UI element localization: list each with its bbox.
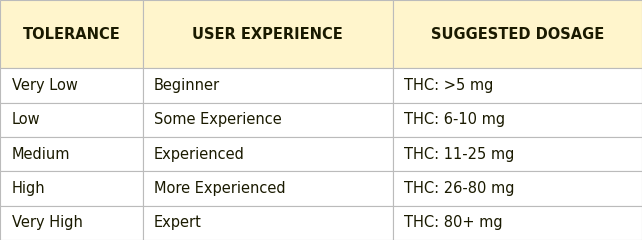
Text: Some Experience: Some Experience [154, 112, 282, 127]
Bar [0, 0, 143, 68]
Text: Very High: Very High [12, 215, 82, 230]
Bar [143, 137, 393, 171]
Bar [393, 103, 642, 137]
Bar [143, 0, 393, 68]
Bar [143, 171, 393, 206]
Bar [0, 68, 143, 103]
Text: Experienced: Experienced [154, 147, 245, 162]
Bar [143, 103, 393, 137]
Bar [0, 171, 143, 206]
Bar [0, 137, 143, 171]
Bar [393, 171, 642, 206]
Bar [393, 68, 642, 103]
Bar [0, 206, 143, 240]
Text: THC: 6-10 mg: THC: 6-10 mg [404, 112, 506, 127]
Text: Very Low: Very Low [12, 78, 78, 93]
Text: THC: 80+ mg: THC: 80+ mg [404, 215, 503, 230]
Bar [393, 206, 642, 240]
Text: THC: >5 mg: THC: >5 mg [404, 78, 494, 93]
Bar [393, 0, 642, 68]
Text: SUGGESTED DOSAGE: SUGGESTED DOSAGE [431, 27, 604, 42]
Text: TOLERANCE: TOLERANCE [22, 27, 120, 42]
Text: Medium: Medium [12, 147, 70, 162]
Text: Low: Low [12, 112, 40, 127]
Text: Beginner: Beginner [154, 78, 220, 93]
Text: Expert: Expert [154, 215, 202, 230]
Text: THC: 26-80 mg: THC: 26-80 mg [404, 181, 515, 196]
Text: USER EXPERIENCE: USER EXPERIENCE [193, 27, 343, 42]
Text: THC: 11-25 mg: THC: 11-25 mg [404, 147, 515, 162]
Bar [0, 103, 143, 137]
Bar [393, 137, 642, 171]
Text: More Experienced: More Experienced [154, 181, 286, 196]
Bar [143, 206, 393, 240]
Text: High: High [12, 181, 45, 196]
Bar [143, 68, 393, 103]
